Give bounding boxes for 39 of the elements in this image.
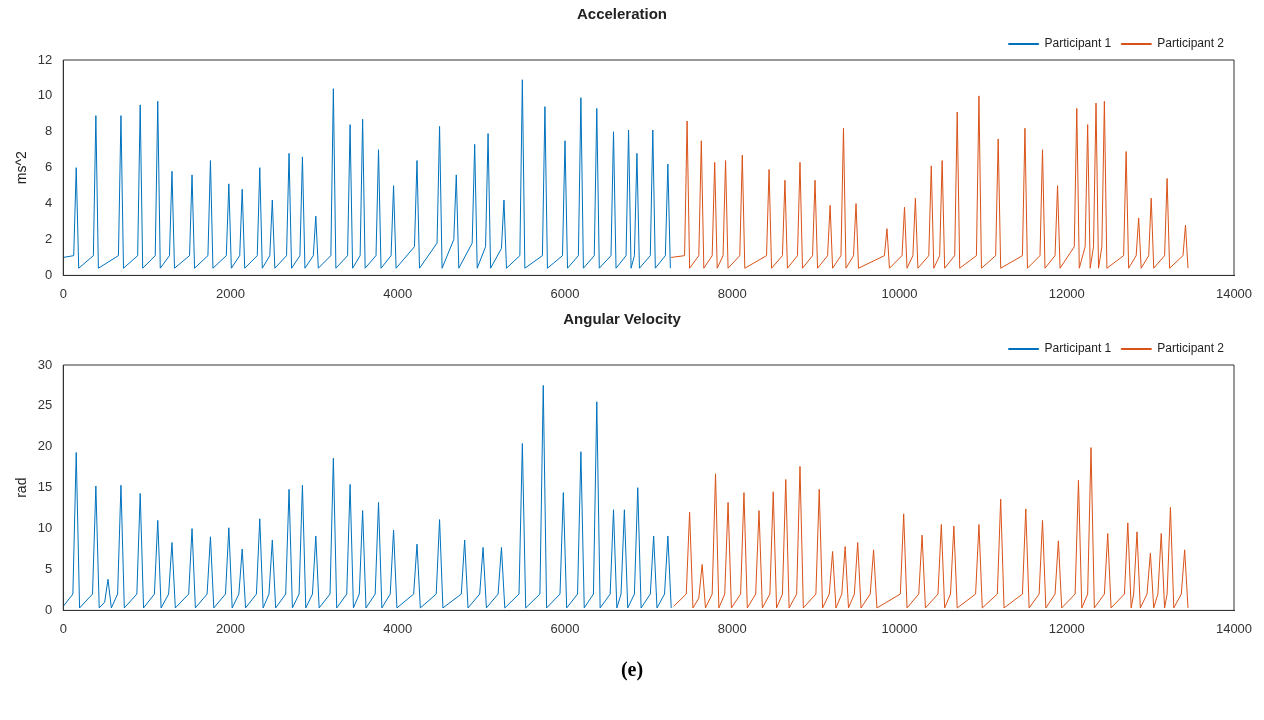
x-tick-label: 2000 xyxy=(216,620,245,636)
y-tick-label: 20 xyxy=(37,438,53,454)
legend-label: Participant 1 xyxy=(1044,36,1112,51)
y-tick-label: 4 xyxy=(45,195,53,211)
y-tick-label: 25 xyxy=(37,397,53,413)
y-tick-label: 12 xyxy=(37,51,53,67)
x-tick-label: 6000 xyxy=(550,620,580,636)
x-tick-label: 8000 xyxy=(717,620,747,636)
chart-title: Angular Velocity xyxy=(563,310,682,328)
x-tick-label: 4000 xyxy=(383,285,413,301)
y-tick-label: 6 xyxy=(45,159,53,175)
x-tick-label: 14000 xyxy=(1215,285,1253,301)
y-tick-label: 10 xyxy=(37,87,53,103)
y-axis-title: rad xyxy=(13,477,30,498)
chart-title: Acceleration xyxy=(576,5,668,23)
x-tick-label: 12000 xyxy=(1048,285,1085,301)
legend-label: Participant 1 xyxy=(1044,341,1112,356)
x-tick-label: 0 xyxy=(59,285,67,301)
x-tick-label: 4000 xyxy=(383,620,413,636)
y-tick-label: 15 xyxy=(37,479,53,495)
x-tick-label: 2000 xyxy=(216,285,245,301)
y-tick-label: 5 xyxy=(45,561,53,577)
y-tick-label: 0 xyxy=(45,266,53,282)
x-tick-label: 0 xyxy=(59,620,67,636)
x-tick-label: 6000 xyxy=(550,285,580,301)
y-axis-title: ms^2 xyxy=(13,150,30,185)
legend-label: Participant 2 xyxy=(1157,36,1225,51)
y-tick-label: 10 xyxy=(37,520,53,536)
y-tick-label: 0 xyxy=(45,601,53,617)
x-tick-label: 12000 xyxy=(1048,620,1085,636)
x-tick-label: 10000 xyxy=(881,285,918,301)
x-tick-label: 10000 xyxy=(881,620,918,636)
text: (e) xyxy=(619,658,645,681)
x-tick-label: 14000 xyxy=(1215,620,1253,636)
x-tick-label: 8000 xyxy=(717,285,747,301)
legend-label: Participant 2 xyxy=(1157,341,1225,356)
y-tick-label: 8 xyxy=(45,123,53,139)
y-tick-label: 2 xyxy=(45,231,53,247)
y-tick-label: 30 xyxy=(37,356,53,372)
